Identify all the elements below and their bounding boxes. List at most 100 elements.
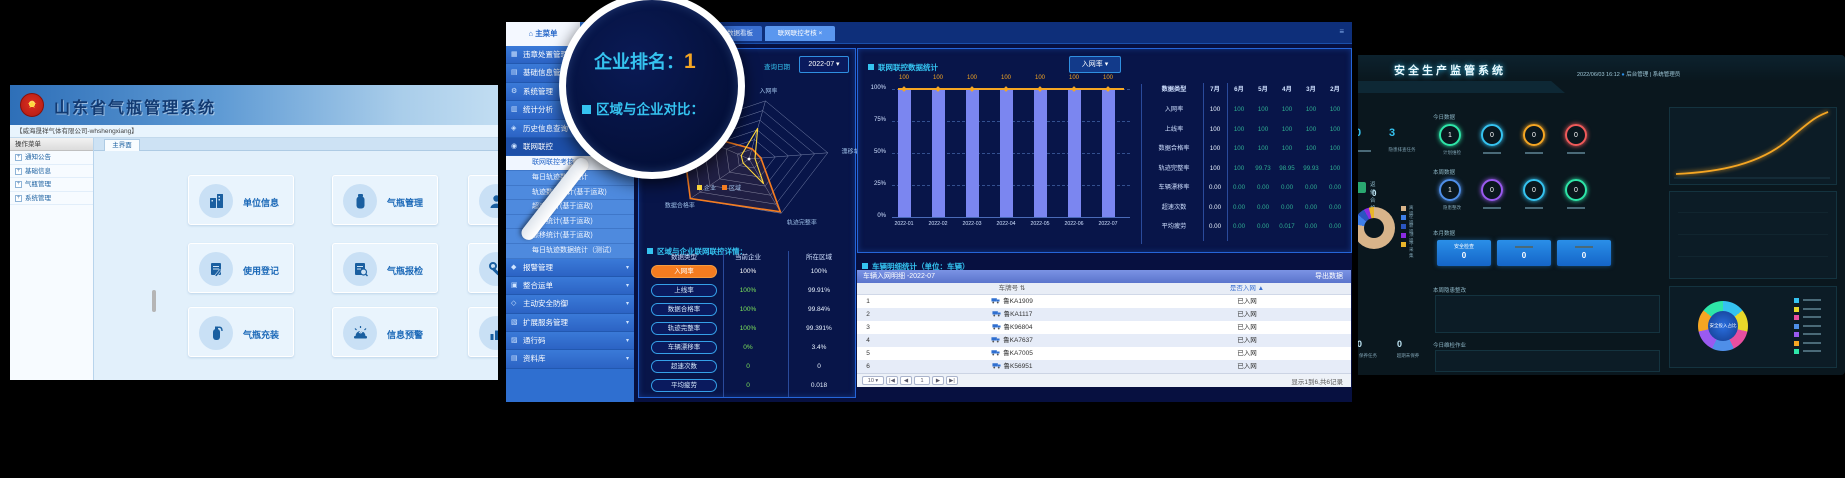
table-row[interactable]: 6 鲁K56951 已入网: [857, 360, 1351, 373]
region-value: 0.018: [810, 382, 828, 389]
network-control-app: ⌂ 主菜单 车辆列表 « 违章处置管理▦▾基础信息管理▤▾系统管理⚙统计分析▥▾…: [506, 22, 1352, 402]
plate-cell: 鲁KA1117: [957, 308, 1067, 321]
submenu-item-每日轨迹数据统计（测试）[interactable]: 每日轨迹数据统计（测试）: [506, 243, 634, 259]
menu-item-整合运单[interactable]: 整合运单 ▣ ▾: [506, 276, 634, 296]
month-tile-blank[interactable]: 0: [1557, 240, 1611, 266]
months-value: 0.00: [1232, 184, 1246, 191]
tile-信息预警[interactable]: 信息预警: [332, 307, 438, 357]
chevron-down-icon: ▾: [625, 264, 629, 271]
plate-column-header[interactable]: 车牌号 ⇅: [998, 285, 1026, 292]
table-row[interactable]: 1 鲁KA1909 已入网: [857, 295, 1351, 308]
months-value: 0.00: [1328, 184, 1342, 191]
months-value: 0.00: [1256, 184, 1270, 191]
sidebar-item-系统管理[interactable]: + 系统管理: [10, 192, 93, 205]
metric-button-轨迹完整率[interactable]: 轨迹完整率: [651, 322, 717, 335]
plate-text: 鲁KA1117: [1003, 311, 1033, 318]
main-menu-tab[interactable]: ⌂ 主菜单: [506, 22, 580, 46]
table-row[interactable]: 2 鲁KA1117 已入网: [857, 308, 1351, 321]
page-size-select[interactable]: 10 ▾: [862, 376, 884, 385]
legend-item-区域[interactable]: 区域: [716, 185, 741, 192]
legend-label: 顶岗: [1409, 232, 1414, 243]
metric-button-车辆漂移率[interactable]: 车辆漂移率: [651, 341, 717, 354]
detail-col-header: 数据类型: [671, 254, 697, 261]
first-page-button[interactable]: |◀: [886, 376, 898, 385]
prev-page-button[interactable]: ◀: [900, 376, 912, 385]
vehicle-table: 车辆入网明细 -2022-07 导出数据 车牌号 ⇅ 是否入网 ▲ 1 鲁KA19…: [857, 270, 1351, 387]
tile-单位信息[interactable]: 单位信息: [188, 175, 294, 225]
invest-donut-center: 安全投入占比: [1708, 311, 1738, 341]
month-tile-安全检查[interactable]: 安全检查 0: [1437, 240, 1491, 266]
file-icon: [1355, 182, 1366, 193]
month-tile-blank[interactable]: 0: [1497, 240, 1551, 266]
metric-select[interactable]: 入网率 ▾: [1069, 56, 1121, 73]
faint-gridline: [1678, 234, 1828, 235]
table-row[interactable]: 4 鲁KA7637 已入网: [857, 334, 1351, 347]
section-title-本月数据: 本月数据: [1433, 231, 1456, 237]
left-app-header: ★ 山东省气瓶管理系统: [10, 85, 530, 125]
left-scrollbar[interactable]: [152, 290, 156, 312]
last-page-button[interactable]: ▶|: [946, 376, 958, 385]
bar-value-label: 100: [898, 75, 909, 81]
metric-button-数据合格率[interactable]: 数据合格率: [651, 303, 717, 316]
months-value: 0.00: [1304, 184, 1318, 191]
months-divider: [1227, 83, 1228, 241]
menu-icon: ◉: [511, 142, 518, 150]
submenu-item-漂移统计(基于运政)[interactable]: 漂移统计(基于运政): [506, 229, 634, 244]
menu-item-通行码[interactable]: 通行码 ▨ ▾: [506, 332, 634, 351]
legend-item-企业[interactable]: 企业: [691, 185, 716, 192]
section-bullet-icon: [582, 105, 591, 114]
next-page-button[interactable]: ▶: [932, 376, 944, 385]
unreadable-text-placeholder: [1803, 299, 1821, 301]
tabstrip-menu-icon[interactable]: ≡: [1339, 27, 1344, 36]
left-app-sidebar: 操作菜单 + 通知公告 + 基础信息 + 气瓶管理 + 系统管理: [10, 138, 94, 380]
tile-value: 0: [1521, 251, 1527, 260]
metric-button-上线率[interactable]: 上线率: [651, 284, 717, 297]
legend-swatch: [1794, 298, 1799, 303]
metric-button-入网率[interactable]: 入网率: [651, 265, 717, 278]
section-bullet-icon: [868, 64, 874, 70]
expand-plus-icon[interactable]: +: [15, 194, 22, 202]
expand-plus-icon[interactable]: +: [15, 154, 22, 161]
query-date-select[interactable]: 2022-07 ▾: [799, 56, 849, 73]
table-row[interactable]: 3 鲁K96804 已入网: [857, 321, 1351, 334]
alarm-icon: [343, 316, 377, 350]
company-value: 100%: [739, 325, 757, 332]
unreadable-text-placeholder: [1515, 246, 1533, 248]
home-icon: ⌂: [528, 29, 536, 38]
sidebar-item-气瓶管理[interactable]: + 气瓶管理: [10, 178, 93, 192]
menu-item-扩展服务管理[interactable]: 扩展服务管理 ▧ ▾: [506, 313, 634, 333]
submenu-item-轨迹数据统计(基于运政)[interactable]: 轨迹数据统计(基于运政): [506, 185, 634, 201]
months-value: 0.00: [1208, 223, 1222, 230]
submenu-item-超速统计(基于运政)[interactable]: 超速统计(基于运政): [506, 200, 634, 215]
status-column-header[interactable]: 是否入网 ▲: [1229, 285, 1265, 292]
months-value: 0.017: [1279, 223, 1295, 230]
expand-plus-icon[interactable]: +: [15, 167, 22, 175]
metric-button-超速次数[interactable]: 超速次数: [651, 360, 717, 373]
menu-icon: ▧: [511, 318, 518, 326]
chevron-down-icon: ▾: [625, 338, 629, 345]
admin-link[interactable]: 后台管理: [1626, 72, 1649, 78]
export-data-button[interactable]: 导出数据: [1315, 273, 1343, 280]
tile-气瓶管理[interactable]: 气瓶管理: [332, 175, 438, 225]
tab-main-screen[interactable]: 主界面: [104, 139, 140, 151]
tile-气瓶报检[interactable]: 气瓶报检: [332, 243, 438, 293]
months-value: 0.00: [1280, 203, 1294, 211]
menu-item-资料库[interactable]: 资料库 ▤ ▾: [506, 350, 634, 369]
bar-value-label: 100: [1034, 75, 1045, 81]
company-value: 0: [746, 363, 750, 370]
sidebar-item-基础信息[interactable]: + 基础信息: [10, 165, 93, 178]
sidebar-item-通知公告[interactable]: + 通知公告: [10, 151, 93, 165]
left-tab-bar: [94, 138, 530, 151]
content-tab-联网联控考核 ×[interactable]: 联网联控考核 ×: [765, 26, 835, 41]
current-page-input[interactable]: 1: [914, 376, 930, 385]
menu-item-报警管理[interactable]: 报警管理 ◆ ▾: [506, 258, 634, 277]
expand-plus-icon[interactable]: +: [15, 181, 22, 188]
network-stats-panel: 联网联控数据统计 入网率 ▾ 100% 75% 50% 25% 0% 100 2022-01…: [857, 48, 1352, 253]
table-row[interactable]: 5 鲁KA7005 已入网: [857, 347, 1351, 360]
metric-button-平均疲劳[interactable]: 平均疲劳: [651, 379, 717, 392]
menu-icon: ⚙: [511, 87, 518, 95]
network-bar-chart: 100% 75% 50% 25% 0% 100 2022-01 100 2022-02 100 20…: [858, 49, 1143, 254]
menu-item-主动安全防御[interactable]: 主动安全防御 ◇ ▾: [506, 295, 634, 314]
tile-气瓶充装[interactable]: 气瓶充装: [188, 307, 294, 357]
tile-使用登记[interactable]: 使用登记: [188, 243, 294, 293]
